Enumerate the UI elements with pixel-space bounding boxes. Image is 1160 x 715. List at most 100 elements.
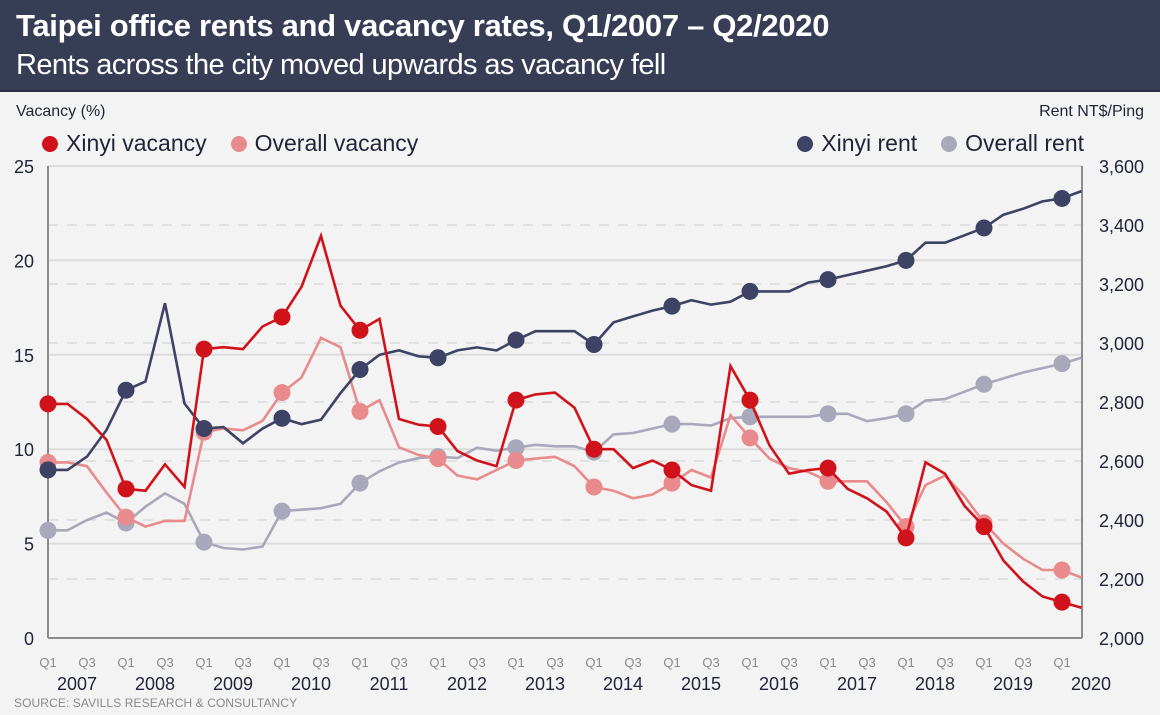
left-axis-title: Vacancy (%) [16, 103, 106, 120]
data-point-xinyi-rent [273, 409, 291, 427]
chart-title: Taipei office rents and vacancy rates, Q… [16, 8, 830, 43]
data-point-xinyi-rent [897, 251, 915, 269]
y-right-tick-label: 2,000 [1099, 629, 1144, 649]
data-point-xinyi-vacancy [273, 308, 291, 326]
x-quarter-label: Q3 [234, 655, 251, 670]
data-point-xinyi-vacancy [585, 440, 603, 458]
data-point-overall-rent [1053, 355, 1071, 373]
x-quarter-label: Q3 [780, 655, 797, 670]
x-quarter-label: Q1 [975, 655, 992, 670]
data-point-xinyi-rent [429, 349, 447, 367]
legend-dot-xinyi-rent [797, 135, 814, 152]
chart-header: Taipei office rents and vacancy rates, Q… [0, 0, 1160, 92]
data-point-xinyi-vacancy [429, 418, 447, 436]
y-left-tick-label: 20 [14, 251, 34, 271]
y-left-tick-label: 25 [14, 157, 34, 177]
data-point-overall-rent [507, 439, 525, 457]
y-right-tick-label: 2,600 [1099, 452, 1144, 472]
x-quarter-label: Q3 [390, 655, 407, 670]
y-left-tick-label: 5 [24, 535, 34, 555]
legend-dot-overall-vacancy [230, 135, 247, 152]
data-point-overall-rent [195, 533, 213, 551]
data-point-overall-rent [39, 521, 57, 539]
x-quarter-label: Q3 [468, 655, 485, 670]
data-point-xinyi-vacancy [1053, 593, 1071, 611]
data-point-xinyi-rent [1053, 189, 1071, 207]
x-year-label: 2013 [525, 674, 565, 694]
y-right-tick-label: 3,400 [1099, 216, 1144, 236]
series-line-xinyi-vacancy [48, 231, 1082, 610]
data-point-xinyi-vacancy [975, 518, 993, 536]
x-year-label: 2016 [759, 674, 799, 694]
data-point-overall-vacancy [429, 450, 447, 468]
data-point-overall-vacancy [117, 508, 135, 526]
data-point-xinyi-rent [585, 335, 603, 353]
data-point-xinyi-rent [819, 271, 837, 289]
data-point-xinyi-rent [741, 282, 759, 300]
y-right-tick-label: 2,800 [1099, 393, 1144, 413]
y-right-tick-label: 2,400 [1099, 511, 1144, 531]
x-year-label: 2007 [57, 674, 97, 694]
data-point-overall-vacancy [273, 384, 291, 402]
y-right-tick-label: 2,200 [1099, 570, 1144, 590]
data-point-overall-vacancy [663, 474, 681, 492]
x-quarter-label: Q3 [624, 655, 641, 670]
legend-label-overall-rent: Overall rent [965, 130, 1084, 156]
x-quarter-label: Q3 [156, 655, 173, 670]
x-quarter-label: Q1 [1053, 655, 1070, 670]
data-point-xinyi-rent [975, 219, 993, 237]
data-point-overall-vacancy [585, 478, 603, 496]
y-left-tick-label: 15 [14, 346, 34, 366]
legend-item-overall-vacancy: Overall vacancy [230, 130, 419, 157]
data-point-xinyi-rent [663, 297, 681, 315]
data-point-overall-rent [897, 405, 915, 423]
x-quarter-label: Q3 [858, 655, 875, 670]
data-point-overall-vacancy [1053, 561, 1071, 579]
x-quarter-label: Q1 [39, 655, 56, 670]
x-year-label: 2017 [837, 674, 877, 694]
data-point-xinyi-rent [195, 420, 213, 438]
data-point-overall-rent [351, 474, 369, 492]
x-quarter-label: Q3 [546, 655, 563, 670]
data-point-overall-vacancy [819, 472, 837, 490]
y-right-tick-label: 3,600 [1099, 157, 1144, 177]
data-point-overall-rent [819, 405, 837, 423]
y-right-tick-label: 3,000 [1099, 334, 1144, 354]
data-point-overall-rent [273, 502, 291, 520]
data-point-xinyi-vacancy [897, 529, 915, 547]
data-point-overall-vacancy [741, 429, 759, 447]
data-point-xinyi-vacancy [663, 461, 681, 479]
x-quarter-label: Q1 [897, 655, 914, 670]
x-year-label: 2020 [1071, 674, 1111, 694]
x-year-label: 2018 [915, 674, 955, 694]
x-quarter-label: Q3 [702, 655, 719, 670]
x-quarter-label: Q1 [819, 655, 836, 670]
x-year-label: 2011 [370, 674, 409, 694]
data-point-xinyi-vacancy [117, 480, 135, 498]
x-quarter-label: Q3 [936, 655, 953, 670]
legend-label-xinyi-rent: Xinyi rent [821, 130, 918, 156]
x-quarter-label: Q1 [195, 655, 212, 670]
x-quarter-label: Q1 [273, 655, 290, 670]
legend-vacancy: Xinyi vacancy Overall vacancy [42, 130, 442, 157]
legend-label-overall-vacancy: Overall vacancy [254, 130, 419, 156]
legend-label-xinyi-vacancy: Xinyi vacancy [66, 130, 207, 156]
data-point-overall-vacancy [507, 452, 525, 470]
data-point-xinyi-rent [117, 381, 135, 399]
data-point-xinyi-rent [507, 331, 525, 349]
data-point-overall-rent [663, 415, 681, 433]
x-year-label: 2019 [993, 674, 1033, 694]
y-left-tick-label: 0 [24, 629, 34, 649]
legend-item-xinyi-rent: Xinyi rent [797, 130, 917, 157]
legend-item-overall-rent: Overall rent [941, 130, 1084, 157]
x-year-label: 2010 [291, 674, 331, 694]
data-point-xinyi-vacancy [741, 391, 759, 409]
legend-item-xinyi-vacancy: Xinyi vacancy [42, 130, 207, 157]
source-note: SOURCE: SAVILLS RESEARCH & CONSULTANCY [14, 696, 298, 710]
right-axis-title: Rent NT$/Ping [1039, 103, 1144, 120]
y-left-tick-label: 10 [14, 440, 34, 460]
data-point-xinyi-vacancy [39, 395, 57, 413]
chart-subtitle: Rents across the city moved upwards as v… [16, 49, 666, 81]
data-point-xinyi-vacancy [195, 340, 213, 358]
